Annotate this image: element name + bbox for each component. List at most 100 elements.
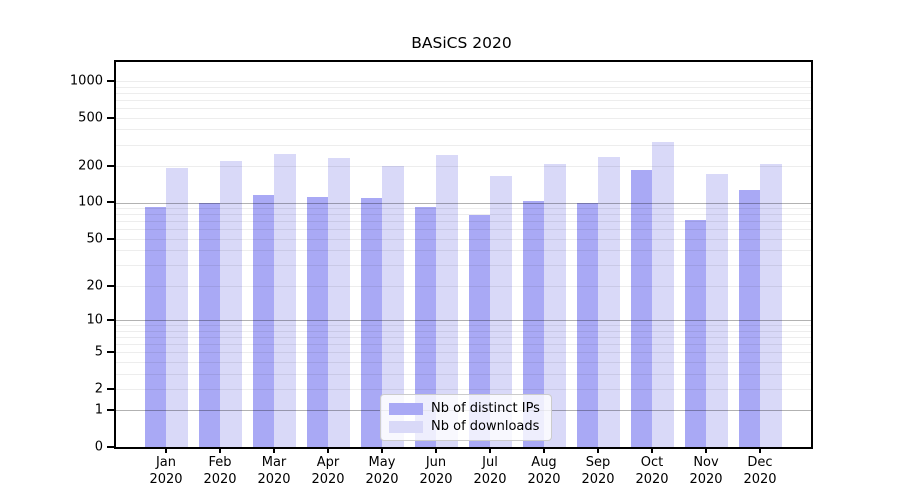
x-tick-label-jul: Jul 2020 (460, 454, 520, 488)
minor-gridline-2 (116, 388, 811, 390)
minor-gridline-70 (116, 221, 811, 223)
grid-layer (116, 62, 811, 447)
y-tick-label-200: 200 (78, 158, 103, 174)
x-tick-year: 2020 (203, 472, 237, 487)
x-tick-feb (219, 447, 221, 453)
x-tick-may (381, 447, 383, 453)
minor-gridline-6 (116, 343, 811, 345)
x-tick-sep (597, 447, 599, 453)
bars-layer (116, 62, 811, 447)
bar-downloads-feb (220, 160, 242, 447)
minor-gridline-600 (116, 108, 811, 109)
x-tick-year: 2020 (581, 472, 615, 487)
y-tick-20 (107, 284, 114, 287)
x-tick-label-may: May 2020 (352, 454, 412, 488)
x-tick-label-mar: Mar 2020 (244, 454, 304, 488)
x-tick-label-sep: Sep 2020 (568, 454, 628, 488)
plot-area: Nb of distinct IPs Nb of downloads (114, 60, 813, 449)
minor-gridline-90 (116, 208, 811, 209)
x-tick-month: Dec (747, 455, 773, 470)
x-tick-year: 2020 (257, 472, 291, 487)
minor-gridline-200 (116, 166, 811, 167)
legend-item-ips: Nb of distinct IPs (389, 400, 543, 417)
y-tick-5 (107, 351, 114, 354)
x-tick-label-apr: Apr 2020 (298, 454, 358, 488)
bar-downloads-dec (760, 163, 782, 447)
x-tick-label-oct: Oct 2020 (622, 454, 682, 488)
y-tick-10 (107, 318, 114, 321)
x-tick-year: 2020 (743, 472, 777, 487)
x-tick-label-aug: Aug 2020 (514, 454, 574, 488)
major-gridline-10 (116, 319, 811, 321)
x-tick-label-jun: Jun 2020 (406, 454, 466, 488)
x-tick-year: 2020 (365, 472, 399, 487)
bar-ips-jul (468, 214, 490, 447)
y-tick-label-500: 500 (78, 110, 103, 126)
x-tick-label-nov: Nov 2020 (676, 454, 736, 488)
y-tick-50 (107, 237, 114, 240)
x-tick-month: Aug (531, 455, 557, 470)
x-tick-month: May (368, 455, 396, 470)
x-tick-month: Jun (425, 455, 447, 470)
x-tick-label-jan: Jan 2020 (136, 454, 196, 488)
bar-ips-apr (306, 197, 328, 447)
x-tick-aug (543, 447, 545, 453)
x-tick-label-dec: Dec 2020 (730, 454, 790, 488)
legend-label-ips: Nb of distinct IPs (431, 401, 540, 416)
minor-gridline-800 (116, 92, 811, 94)
minor-gridline-7 (116, 336, 811, 338)
bar-ips-feb (198, 203, 220, 447)
bar-ips-oct (630, 169, 652, 447)
x-tick-apr (327, 447, 329, 453)
x-tick-year: 2020 (473, 472, 507, 487)
legend: Nb of distinct IPs Nb of downloads (380, 394, 552, 441)
x-tick-month: Apr (316, 455, 340, 470)
y-tick-1 (107, 409, 114, 412)
legend-item-downloads: Nb of downloads (389, 418, 543, 435)
x-tick-dec (759, 447, 761, 453)
y-tick-label-100: 100 (78, 194, 103, 210)
bar-ips-jun (414, 207, 436, 447)
minor-gridline-8 (116, 330, 811, 332)
x-tick-nov (705, 447, 707, 453)
x-tick-year: 2020 (527, 472, 561, 487)
x-tick-oct (651, 447, 653, 453)
minor-gridline-300 (116, 144, 811, 146)
bar-downloads-jun (436, 154, 458, 447)
bar-ips-aug (522, 200, 544, 447)
minor-gridline-80 (116, 214, 811, 216)
x-tick-month: Oct (640, 455, 664, 470)
y-tick-label-1000: 1000 (69, 73, 103, 89)
y-tick-100 (107, 201, 114, 204)
x-tick-month: Feb (208, 455, 232, 470)
x-tick-year: 2020 (311, 472, 345, 487)
y-tick-label-10: 10 (86, 312, 103, 328)
x-tick-jul (489, 447, 491, 453)
chart-title: BASiCS 2020 (411, 34, 512, 52)
x-tick-month: Mar (261, 455, 287, 470)
x-tick-year: 2020 (635, 472, 669, 487)
bar-ips-dec (738, 189, 760, 447)
minor-gridline-30 (116, 265, 811, 266)
bar-downloads-apr (328, 157, 350, 447)
minor-gridline-5 (116, 352, 811, 354)
minor-gridline-400 (116, 129, 811, 131)
y-tick-label-5: 5 (94, 344, 103, 360)
y-tick-label-1: 1 (94, 402, 103, 418)
minor-gridline-3 (116, 373, 811, 375)
bar-downloads-nov (706, 174, 728, 447)
bar-ips-may (360, 198, 382, 447)
x-tick-jun (435, 447, 437, 453)
y-tick-1000 (107, 79, 114, 82)
x-tick-jan (165, 447, 167, 453)
bar-downloads-aug (544, 164, 566, 447)
y-tick-0 (107, 446, 114, 448)
bar-ips-jan (144, 207, 166, 447)
x-tick-label-feb: Feb 2020 (190, 454, 250, 488)
minor-gridline-50 (116, 238, 811, 240)
x-tick-year: 2020 (689, 472, 723, 487)
bar-downloads-oct (652, 142, 674, 447)
y-tick-2 (107, 387, 114, 390)
minor-gridline-20 (116, 285, 811, 287)
